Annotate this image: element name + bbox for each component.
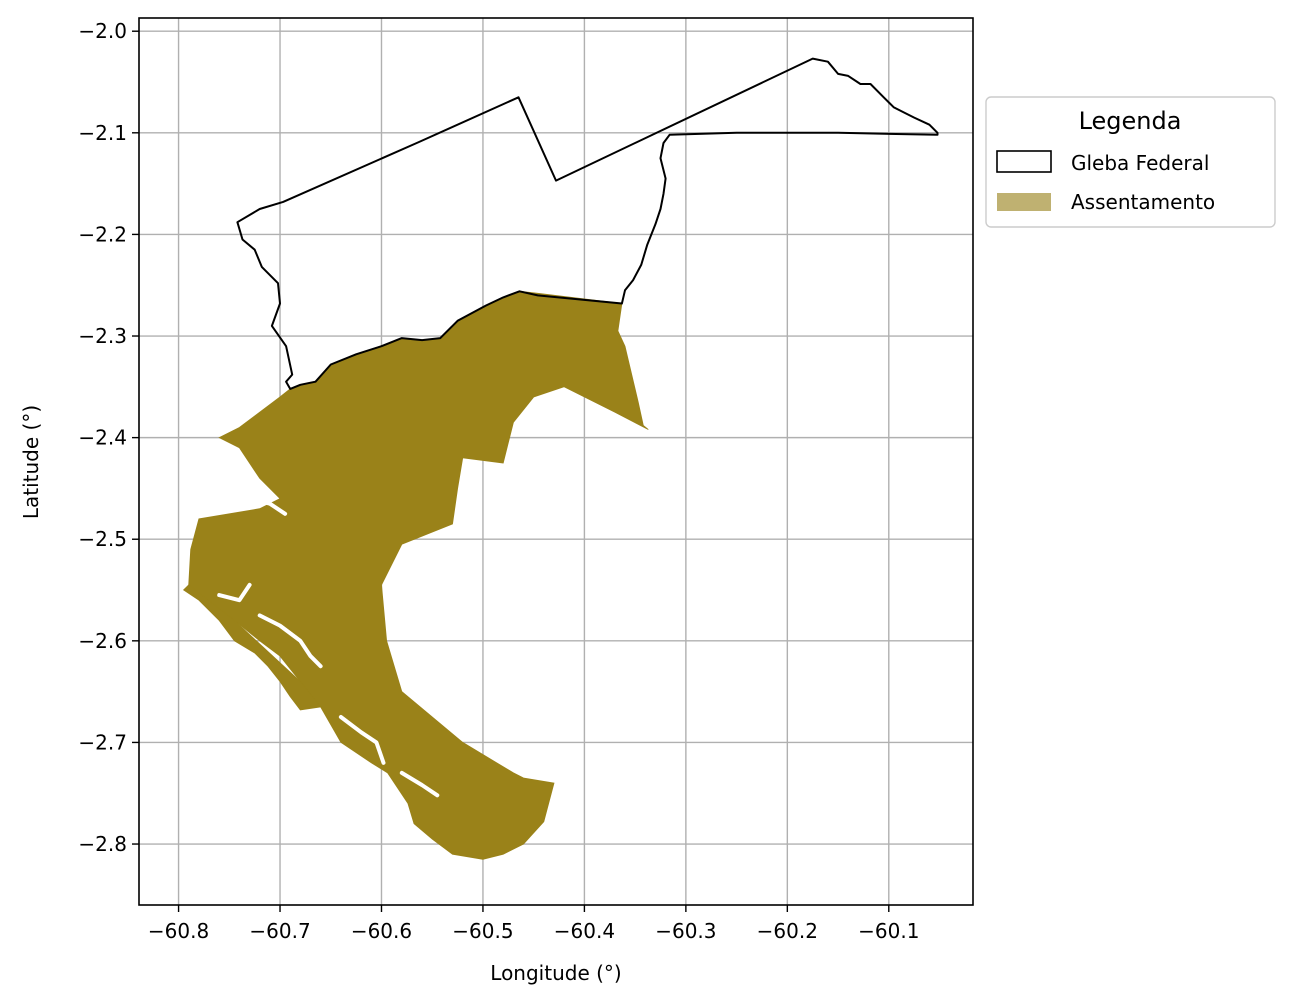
legend-label-gleba-federal: Gleba Federal <box>1071 151 1209 175</box>
gleba-federal-outline <box>236 57 939 390</box>
plot-frame <box>138 17 974 906</box>
legend-label-assentamento: Assentamento <box>1071 190 1215 214</box>
legend-swatch-gleba-federal <box>996 150 1052 173</box>
legend-box <box>985 96 1276 228</box>
axis-ticks: −60.8 −60.7 −60.6 −60.5 −60.4 −60.3 −60.2 −60.1… <box>78 19 919 943</box>
river-channel-2 <box>399 770 440 798</box>
y-tick-label-3: −2.3 <box>78 324 127 348</box>
x-tick-label-7: −60.1 <box>858 919 919 943</box>
x-tick-label-2: −60.6 <box>351 919 412 943</box>
y-axis-title: Latitude (°) <box>19 405 43 519</box>
river-channel-0 <box>257 613 323 669</box>
y-tick-label-7: −2.7 <box>78 730 127 754</box>
y-tick-label-8: −2.8 <box>78 832 127 856</box>
river-channel-3 <box>247 496 288 516</box>
y-tick-label-0: −2.0 <box>78 19 127 43</box>
y-tick-label-5: −2.5 <box>78 527 127 551</box>
x-tick-label-5: −60.3 <box>655 919 716 943</box>
y-tick-label-4: −2.4 <box>78 426 127 450</box>
river-channel-1 <box>338 715 386 765</box>
y-tick-label-1: −2.1 <box>78 121 127 145</box>
assentamento-polygon-2 <box>182 584 322 711</box>
y-tick-label-6: −2.6 <box>78 629 127 653</box>
x-axis-title: Longitude (°) <box>490 961 621 985</box>
x-tick-label-6: −60.2 <box>757 919 818 943</box>
x-tick-label-0: −60.8 <box>148 919 209 943</box>
legend-title: Legenda <box>1079 107 1182 135</box>
x-tick-label-4: −60.4 <box>554 919 615 943</box>
legend: Legenda Gleba Federal Assentamento <box>985 96 1276 228</box>
legend-swatch-assentamento <box>997 193 1051 211</box>
river-channel-4 <box>217 582 252 603</box>
y-tick-label-2: −2.2 <box>78 222 127 246</box>
map-layers <box>182 57 939 860</box>
x-tick-label-1: −60.7 <box>249 919 310 943</box>
x-tick-label-3: −60.5 <box>452 919 513 943</box>
